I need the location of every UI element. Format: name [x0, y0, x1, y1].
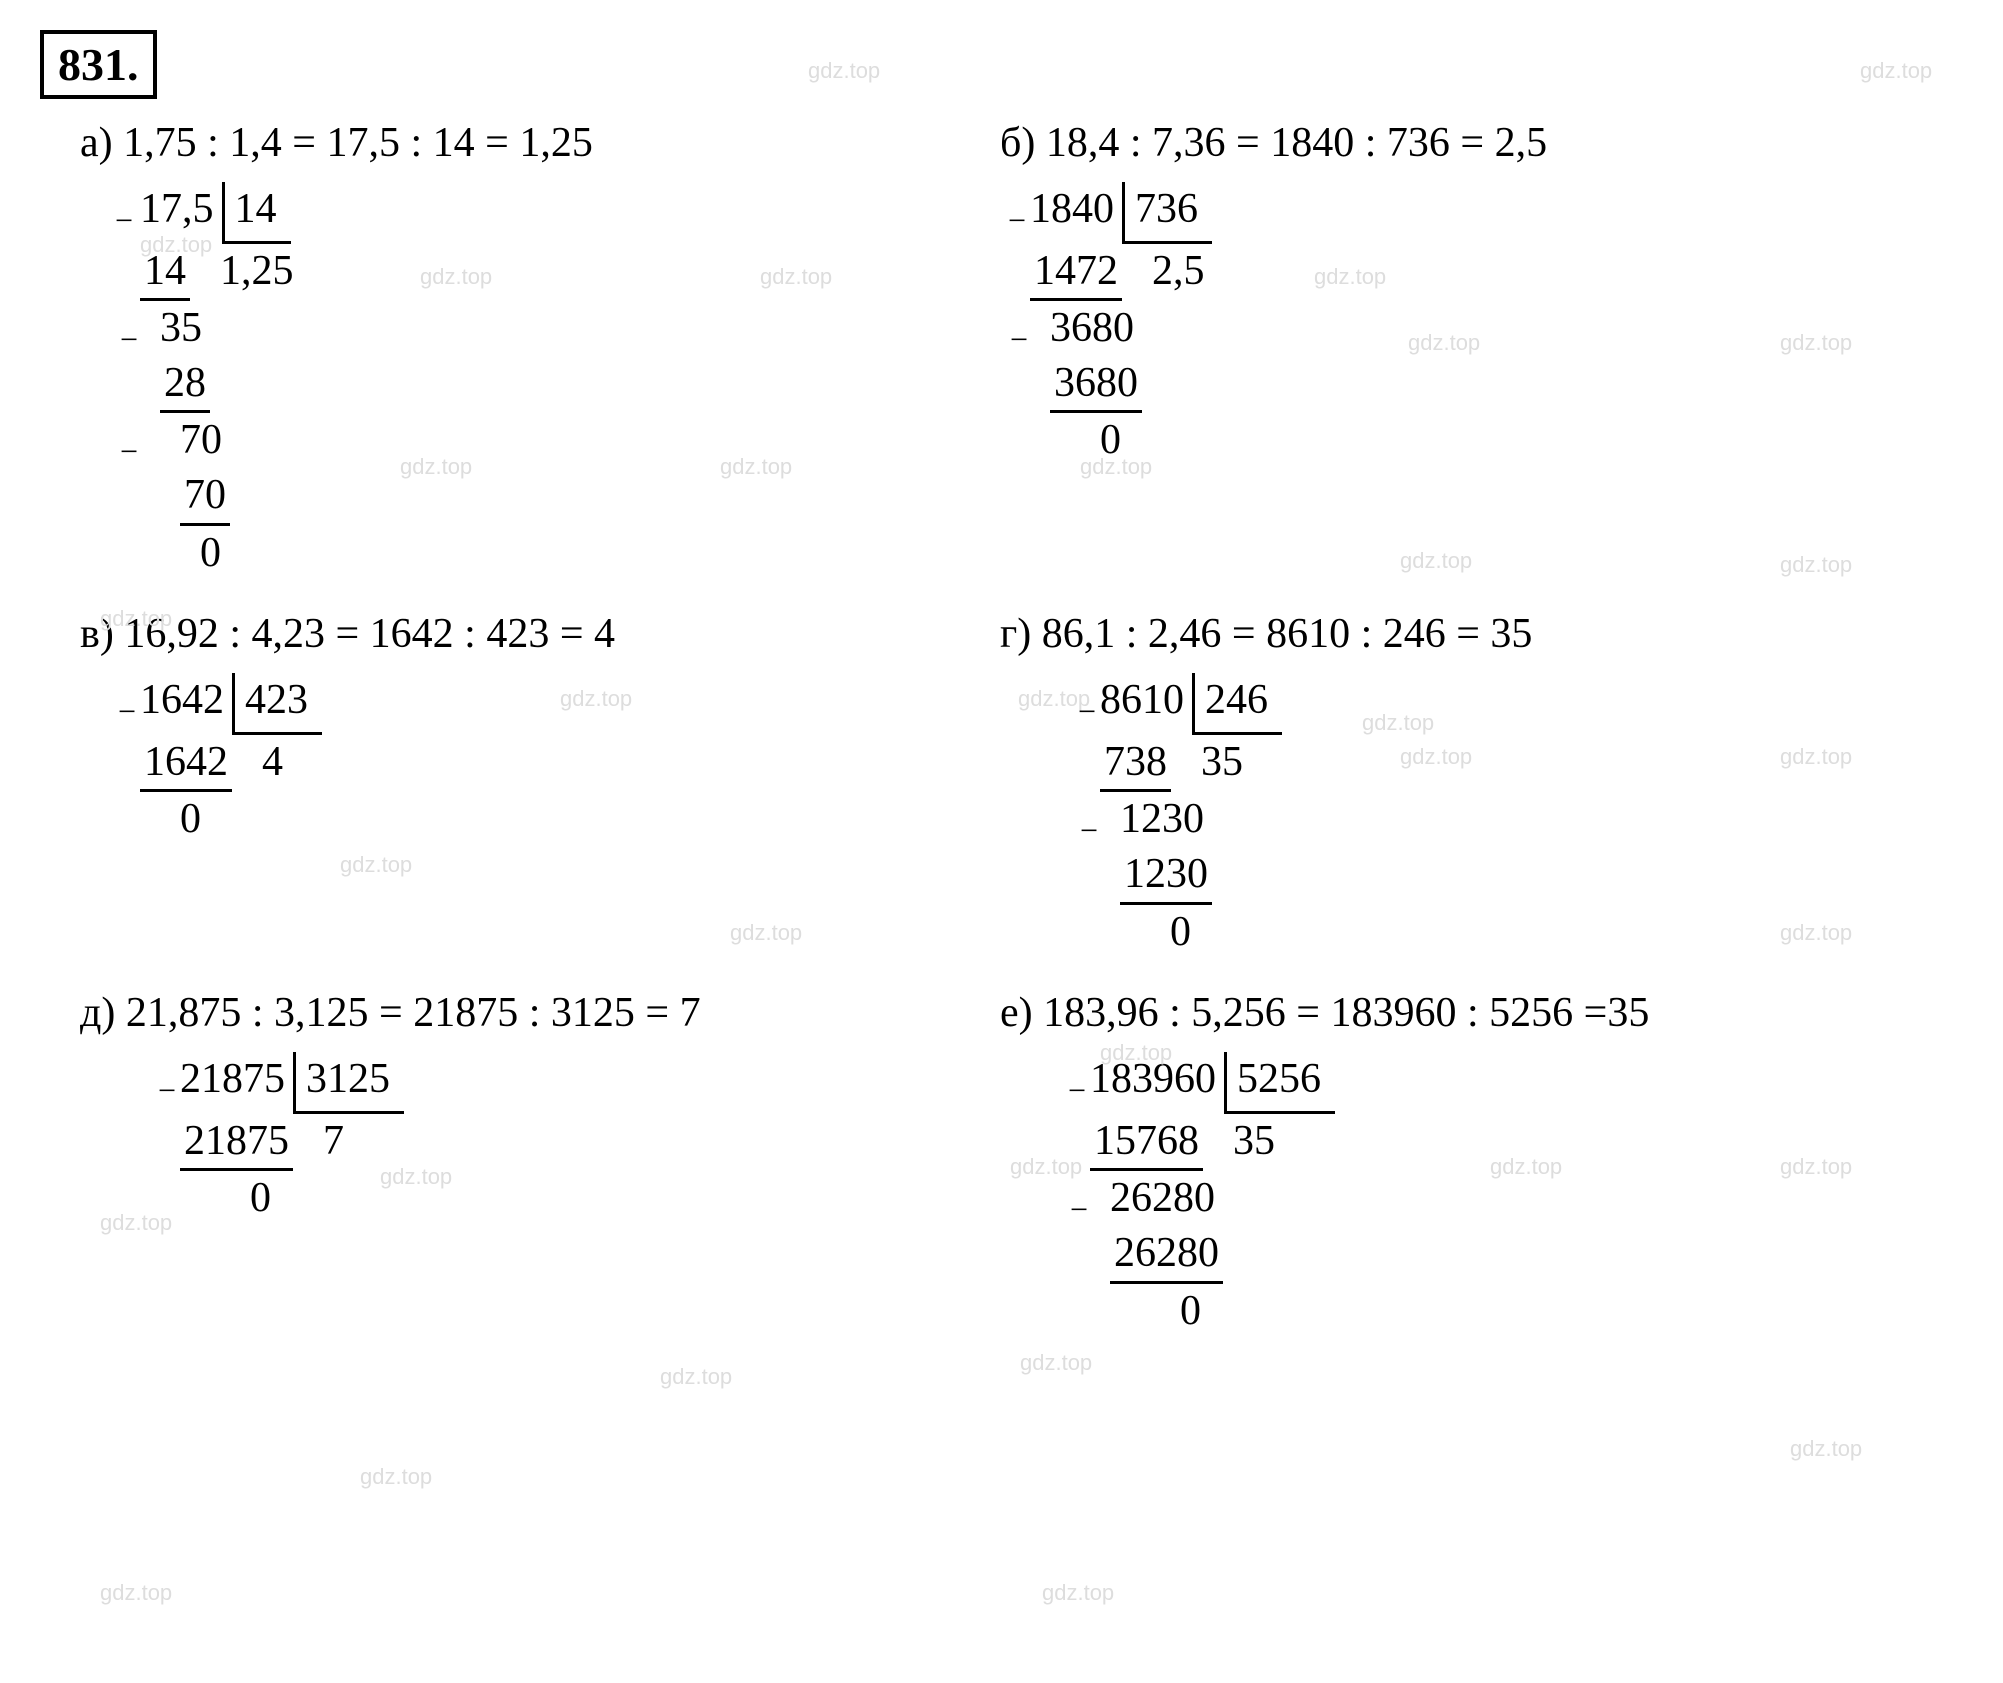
sub-value: 14 [140, 244, 190, 302]
long-division-d: − 21875 3125 21875 7 0 [80, 1052, 960, 1226]
sub-value: 15768 [1090, 1114, 1203, 1172]
dividend: 183960 [1090, 1052, 1216, 1107]
sub-value: 1642 [140, 735, 232, 793]
part-label: а) [80, 120, 113, 166]
minus-icon: − [1080, 810, 1098, 852]
minus-icon: − [1078, 691, 1096, 733]
dividend: 21875 [180, 1052, 285, 1107]
watermark-text: gdz.top [808, 58, 880, 84]
quotient: 35 [1233, 1114, 1275, 1172]
part-label: д) [80, 990, 115, 1036]
step-value: 0 [200, 526, 221, 581]
long-division-a: − 17,5 14 14 1,25 − 35 28 − 70 [80, 182, 960, 580]
part-label: е) [1000, 990, 1033, 1036]
watermark-text: gdz.top [1042, 1580, 1114, 1606]
quotient: 35 [1201, 735, 1243, 793]
long-division-v: − 1642 423 1642 4 0 [80, 673, 960, 847]
divisor: 423 [232, 673, 322, 735]
long-division-e: − 183960 5256 15768 35 − 26280 26280 0 [1000, 1052, 1960, 1338]
watermark-text: gdz.top [660, 1364, 732, 1390]
equation-text: 1,75 : 1,4 = 17,5 : 14 = 1,25 [123, 120, 593, 166]
minus-icon: − [1008, 200, 1026, 242]
part-a: а) 1,75 : 1,4 = 17,5 : 14 = 1,25 − 17,5 … [40, 119, 960, 580]
watermark-text: gdz.top [1860, 58, 1932, 84]
step-value: 0 [1180, 1284, 1201, 1339]
quotient: 2,5 [1152, 244, 1205, 302]
step-value: 70 [180, 413, 222, 468]
sub-value: 26280 [1110, 1226, 1223, 1284]
part-e: е) 183,96 : 5,256 = 183960 : 5256 =35 − … [960, 989, 1960, 1338]
content-area: а) 1,75 : 1,4 = 17,5 : 14 = 1,25 − 17,5 … [40, 119, 1963, 1338]
long-division-b: − 1840 736 1472 2,5 − 3680 3680 0 [1000, 182, 1960, 468]
part-d: д) 21,875 : 3,125 = 21875 : 3125 = 7 − 2… [40, 989, 960, 1338]
part-label: в) [80, 611, 114, 657]
dividend: 17,5 [140, 182, 214, 237]
step-value: 0 [1100, 413, 1121, 468]
step-value: 0 [180, 792, 201, 847]
minus-icon: − [158, 1070, 176, 1112]
part-label: б) [1000, 120, 1035, 166]
equation-text: 21,875 : 3,125 = 21875 : 3125 = 7 [126, 990, 701, 1036]
part-label: г) [1000, 611, 1031, 657]
step-value: 35 [160, 301, 202, 356]
sub-value: 1230 [1120, 847, 1212, 905]
step-value: 26280 [1110, 1171, 1215, 1226]
divisor: 3125 [293, 1052, 404, 1114]
divisor: 14 [222, 182, 291, 244]
part-b: б) 18,4 : 7,36 = 1840 : 736 = 2,5 − 1840… [960, 119, 1960, 580]
watermark-text: gdz.top [1020, 1350, 1092, 1376]
part-g: г) 86,1 : 2,46 = 8610 : 246 = 35 − 8610 … [960, 610, 1960, 959]
sub-value: 738 [1100, 735, 1171, 793]
minus-icon: − [1070, 1189, 1088, 1231]
step-value: 3680 [1050, 301, 1134, 356]
sub-value: 1472 [1030, 244, 1122, 302]
watermark-text: gdz.top [360, 1464, 432, 1490]
step-value: 0 [250, 1171, 271, 1226]
quotient: 1,25 [220, 244, 294, 302]
sub-value: 70 [180, 468, 230, 526]
divisor: 5256 [1224, 1052, 1335, 1114]
sub-value: 3680 [1050, 356, 1142, 414]
equation-text: 183,96 : 5,256 = 183960 : 5256 =35 [1043, 990, 1649, 1036]
quotient: 7 [323, 1114, 344, 1172]
minus-icon: − [120, 319, 138, 361]
step-value: 0 [1170, 905, 1191, 960]
long-division-g: − 8610 246 738 35 − 1230 1230 0 [1000, 673, 1960, 959]
minus-icon: − [120, 431, 138, 473]
dividend: 1840 [1030, 182, 1114, 237]
minus-icon: − [1068, 1070, 1086, 1112]
watermark-text: gdz.top [100, 1580, 172, 1606]
sub-value: 21875 [180, 1114, 293, 1172]
dividend: 8610 [1100, 673, 1184, 728]
minus-icon: − [115, 200, 133, 242]
divisor: 736 [1122, 182, 1212, 244]
problem-number: 831. [40, 30, 157, 99]
step-value: 1230 [1120, 792, 1204, 847]
quotient: 4 [262, 735, 283, 793]
minus-icon: − [118, 691, 136, 733]
equation-text: 86,1 : 2,46 = 8610 : 246 = 35 [1042, 611, 1533, 657]
equation-text: 18,4 : 7,36 = 1840 : 736 = 2,5 [1046, 120, 1547, 166]
minus-icon: − [1010, 319, 1028, 361]
divisor: 246 [1192, 673, 1282, 735]
dividend: 1642 [140, 673, 224, 728]
equation-text: 16,92 : 4,23 = 1642 : 423 = 4 [124, 611, 615, 657]
part-v: в) 16,92 : 4,23 = 1642 : 423 = 4 − 1642 … [40, 610, 960, 959]
watermark-text: gdz.top [1790, 1436, 1862, 1462]
sub-value: 28 [160, 356, 210, 414]
